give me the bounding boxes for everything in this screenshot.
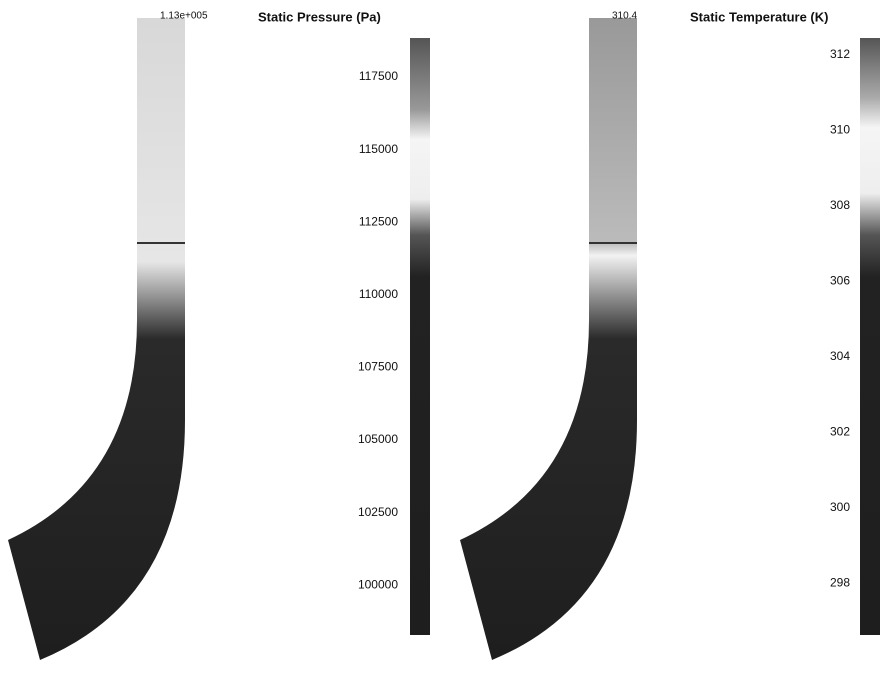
colorbar — [410, 38, 430, 635]
scale-label: 117500 — [359, 69, 398, 83]
scale-label: 112500 — [359, 214, 398, 228]
panel-title: Static Pressure (Pa) — [258, 9, 381, 24]
scale-label: 107500 — [358, 360, 398, 374]
scale-label: 115000 — [359, 142, 398, 156]
temperature-panel: 310.4 Static Temperature (K) — [460, 9, 880, 660]
panel-title: Static Temperature (K) — [690, 9, 828, 24]
scale-label: 300 — [830, 500, 850, 514]
scale-label: 110000 — [359, 287, 398, 301]
colorbar — [860, 38, 880, 635]
scale-label: 302 — [830, 425, 850, 439]
scale-label: 308 — [830, 198, 850, 212]
scale-label: 100000 — [358, 577, 398, 591]
scale-label: 105000 — [358, 432, 398, 446]
probe-label: 1.13e+005 — [160, 11, 208, 22]
pressure-contour — [8, 18, 185, 660]
scale-label: 102500 — [358, 505, 398, 519]
scale-label: 310 — [830, 123, 850, 137]
scale-label: 306 — [830, 274, 850, 288]
scale-label: 298 — [830, 576, 850, 590]
scale-label: 312 — [830, 47, 850, 61]
scale-label: 304 — [830, 349, 850, 363]
probe-label: 310.4 — [612, 11, 637, 22]
pressure-panel: 1.13e+005 Static Pressure (Pa) — [8, 9, 430, 660]
temperature-contour — [460, 18, 637, 660]
